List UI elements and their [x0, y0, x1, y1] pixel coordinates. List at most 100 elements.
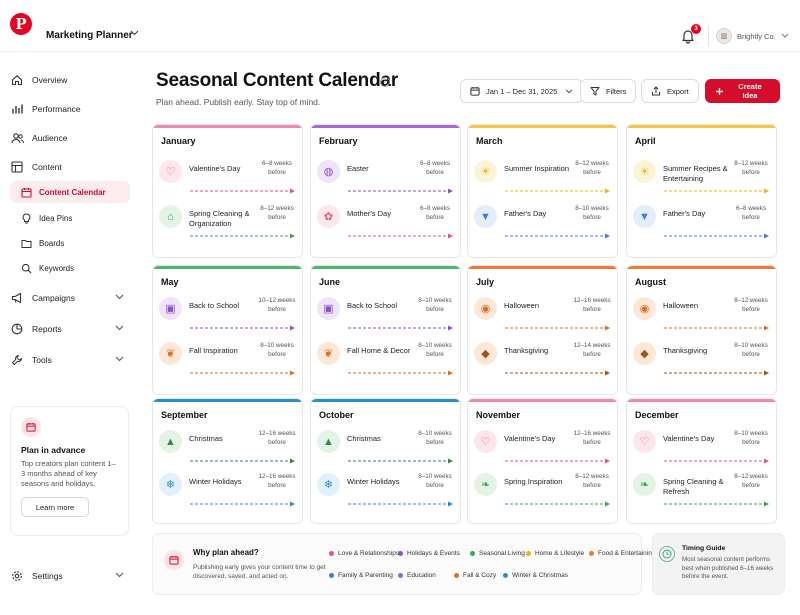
timeline-arrow-icon: [505, 233, 610, 239]
event-item[interactable]: ♡ Valentine's Day 12–16 weeks before: [474, 430, 613, 466]
house-icon: ⌂: [159, 205, 182, 228]
filters-button[interactable]: Filters: [580, 79, 637, 103]
date-range-button[interactable]: Jan 1 – Dec 31, 2025: [460, 79, 584, 103]
event-item[interactable]: ✿ Mother's Day 6–8 weeks before: [317, 205, 456, 241]
event-item[interactable]: ♡ Valentine's Day 8–10 weeks before: [633, 430, 772, 466]
month-card-march[interactable]: March ☀ Summer Inspiration 8–12 weeks befor…: [467, 124, 618, 258]
heart-icon: ♡: [633, 430, 656, 453]
month-color-stripe: [311, 399, 460, 402]
event-item[interactable]: ♡ Valentine's Day 6–8 weeks before: [159, 160, 298, 196]
legend-label: Holidays & Events: [407, 550, 460, 557]
month-card-november[interactable]: November ♡ Valentine's Day 12–16 weeks befo…: [467, 398, 618, 524]
timeline-arrow-icon: [348, 501, 453, 507]
date-range-label: Jan 1 – Dec 31, 2025: [486, 86, 558, 96]
why-plan-ahead-title: Why plan ahead?: [193, 548, 259, 557]
bar-chart-icon: [10, 102, 24, 116]
sidebar-item-content[interactable]: Content: [10, 156, 130, 178]
event-item[interactable]: ❧ Spring Inspiration 8–12 weeks before: [474, 473, 613, 509]
legend-item: Family & Parenting: [329, 572, 393, 579]
home-icon: [10, 73, 24, 87]
filters-label: Filters: [606, 86, 627, 96]
export-icon: [652, 86, 660, 96]
leaf-icon: ❧: [474, 473, 497, 496]
learn-more-button[interactable]: Learn more: [21, 497, 89, 518]
event-item[interactable]: ▼ Father's Day 6–8 weeks before: [633, 205, 772, 241]
month-card-september[interactable]: September ▲ Christmas 12–16 weeks before ❄ Wi…: [152, 398, 303, 524]
chevron-down-icon[interactable]: [130, 30, 139, 36]
month-card-october[interactable]: October ▲ Christmas 8–10 weeks before ❄ Winte…: [310, 398, 461, 524]
event-timing: 8–10 weeks before: [575, 205, 609, 221]
timeline-arrow-icon: [348, 188, 453, 194]
sidebar-item-boards[interactable]: Boards: [10, 232, 130, 254]
event-item[interactable]: ☀ Summer Inspiration 8–12 weeks before: [474, 160, 613, 196]
event-item[interactable]: ❦ Fall Home & Decor 8–10 weeks before: [317, 342, 456, 378]
event-item[interactable]: ◉ Halloween 8–12 weeks before: [633, 297, 772, 333]
notification-badge: 3: [691, 24, 701, 34]
event-item[interactable]: ▲ Christmas 12–16 weeks before: [159, 430, 298, 466]
sidebar-item-performance[interactable]: Performance: [10, 98, 130, 120]
event-timing: 8–10 weeks before: [418, 297, 452, 313]
month-card-july[interactable]: July ◉ Halloween 12–16 weeks before ◆ Thanksg…: [467, 265, 618, 395]
app-title[interactable]: Marketing Planner: [46, 30, 133, 41]
legend-dot: [398, 551, 403, 556]
sidebar-item-label: Reports: [32, 324, 62, 334]
event-timing: 12–16 weeks before: [258, 430, 296, 446]
event-item[interactable]: ◉ Halloween 12–16 weeks before: [474, 297, 613, 333]
event-timing: 6–8 weeks before: [735, 205, 767, 221]
sidebar-item-idea-pins[interactable]: Idea Pins: [10, 207, 130, 229]
sidebar-item-label: Tools: [32, 355, 52, 365]
event-item[interactable]: ◍ Easter 6–8 weeks before: [317, 160, 456, 196]
create-idea-button[interactable]: Create Idea: [705, 79, 780, 103]
month-card-april[interactable]: April ☀ Summer Recipes & Entertaining 8–12 …: [626, 124, 777, 258]
month-color-stripe: [153, 399, 302, 402]
bell-icon[interactable]: [680, 28, 696, 44]
sidebar-item-reports[interactable]: Reports: [10, 318, 130, 340]
event-item[interactable]: ◆ Thanksgiving 8–10 weeks before: [633, 342, 772, 378]
month-card-may[interactable]: May ▣ Back to School 10–12 weeks before ❦ Fal…: [152, 265, 303, 395]
event-item[interactable]: ⌂ Spring Cleaning & Organization 8–12 week…: [159, 205, 298, 241]
search-icon: [20, 262, 32, 274]
month-color-stripe: [468, 125, 617, 128]
event-item[interactable]: ▣ Back to School 10–12 weeks before: [159, 297, 298, 333]
sidebar-item-tools[interactable]: Tools: [10, 349, 130, 371]
month-color-stripe: [311, 125, 460, 128]
event-timing: 8–10 weeks before: [418, 342, 452, 358]
pinterest-logo-icon[interactable]: P: [10, 13, 32, 35]
event-item[interactable]: ❄ Winter Holidays 8–10 weeks before: [317, 473, 456, 509]
egg-icon: ◍: [317, 160, 340, 183]
sidebar-item-settings[interactable]: Settings: [10, 565, 130, 587]
event-item[interactable]: ▣ Back to School 8–10 weeks before: [317, 297, 456, 333]
month-card-june[interactable]: June ▣ Back to School 8–10 weeks before ❦ Fal…: [310, 265, 461, 395]
sidebar-item-label: Settings: [32, 571, 63, 581]
account-menu[interactable]: ▥ Brightly Co.: [716, 26, 790, 46]
timeline-arrow-icon: [664, 233, 769, 239]
month-name: September: [161, 410, 208, 420]
event-item[interactable]: ☀ Summer Recipes & Entertaining 8–12 weeks…: [633, 160, 772, 196]
timing-guide-card: Timing Guide Most seasonal content perfo…: [652, 533, 785, 595]
top-bar: P Marketing Planner 3 ▥ Brightly Co.: [0, 0, 800, 52]
sidebar-item-audience[interactable]: Audience: [10, 127, 130, 149]
export-label: Export: [667, 86, 689, 96]
event-item[interactable]: ▲ Christmas 8–10 weeks before: [317, 430, 456, 466]
event-item[interactable]: ❄ Winter Holidays 12–16 weeks before: [159, 473, 298, 509]
month-card-february[interactable]: February ◍ Easter 6–8 weeks before ✿ Mother's…: [310, 124, 461, 258]
event-item[interactable]: ▼ Father's Day 8–10 weeks before: [474, 205, 613, 241]
pumpkin-icon: ◉: [633, 297, 656, 320]
sidebar-item-keywords[interactable]: Keywords: [10, 257, 130, 279]
export-button[interactable]: Export: [641, 79, 699, 103]
month-card-december[interactable]: December ♡ Valentine's Day 8–10 weeks befor…: [626, 398, 777, 524]
event-item[interactable]: ❦ Fall Inspiration 8–10 weeks before: [159, 342, 298, 378]
month-card-august[interactable]: August ◉ Halloween 8–12 weeks before ◆ Thanks…: [626, 265, 777, 395]
sidebar-item-campaigns[interactable]: Campaigns: [10, 287, 130, 309]
event-timing: 12–16 weeks before: [258, 473, 296, 489]
event-item[interactable]: ❧ Spring Cleaning & Refresh 8–12 weeks bef…: [633, 473, 772, 509]
event-name: Christmas: [347, 434, 381, 443]
event-timing: 8–12 weeks before: [260, 205, 294, 221]
event-name: Back to School: [189, 301, 240, 310]
sidebar-item-overview[interactable]: Overview: [10, 69, 130, 91]
event-name: Fall Inspiration: [189, 346, 238, 355]
month-card-january[interactable]: January ♡ Valentine's Day 6–8 weeks before ⌂…: [152, 124, 303, 258]
sidebar-item-content-calendar[interactable]: Content Calendar: [10, 181, 130, 203]
event-item[interactable]: ◆ Thanksgiving 12–14 weeks before: [474, 342, 613, 378]
info-icon[interactable]: i: [380, 77, 390, 87]
